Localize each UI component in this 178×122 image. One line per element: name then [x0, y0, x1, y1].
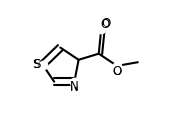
Text: N: N [70, 80, 79, 93]
Text: O: O [112, 66, 122, 78]
Text: O: O [100, 18, 109, 31]
Text: S: S [32, 58, 40, 71]
Text: O: O [101, 17, 111, 30]
Text: N: N [70, 81, 79, 94]
Text: O: O [112, 66, 122, 78]
Text: S: S [33, 58, 41, 71]
